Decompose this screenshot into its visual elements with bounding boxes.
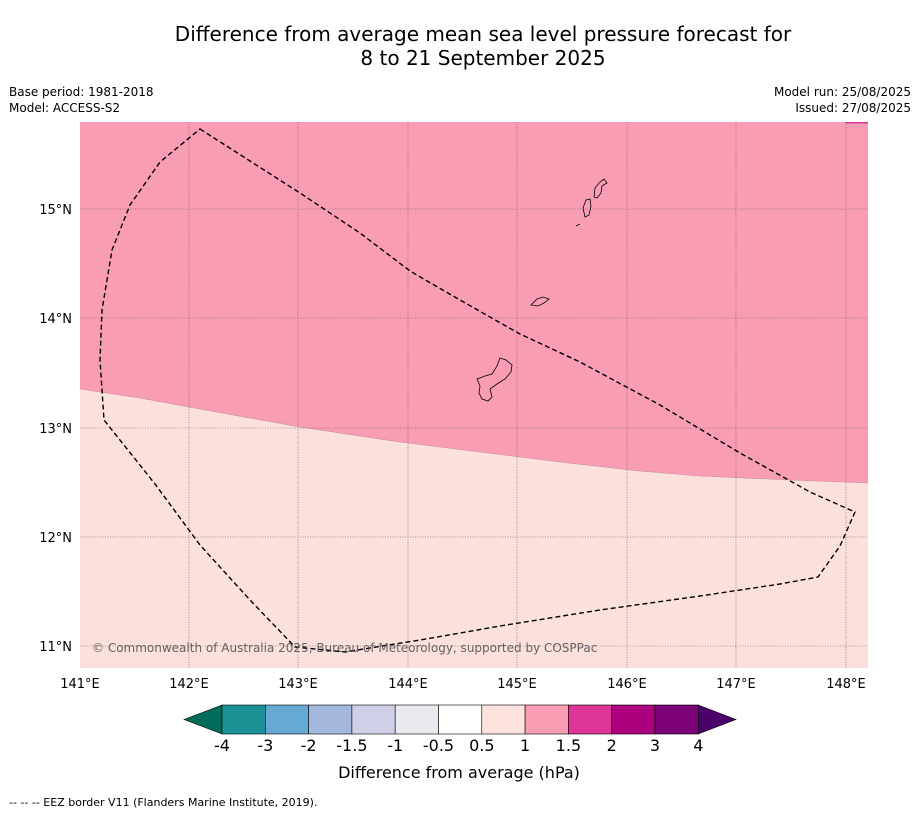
longitude-tick-label: 143°E: [278, 677, 318, 692]
pressure-band-corner: [846, 122, 868, 124]
colorbar-tick-label: -4: [214, 736, 230, 755]
chart-title: Difference from average mean sea level p…: [0, 22, 919, 70]
colorbar-swatch: [524, 704, 569, 735]
colorbar-tick-label: -2: [301, 736, 317, 755]
latitude-tick-labels: 15°N 14°N 13°N 12°N 11°N: [39, 203, 72, 655]
model-name: Model: ACCESS-S2: [9, 101, 121, 115]
island-guam: [476, 357, 513, 402]
title-line-1: Difference from average mean sea level p…: [174, 22, 792, 46]
longitude-tick-label: 144°E: [388, 677, 428, 692]
colorbar-swatch: [394, 704, 439, 735]
longitude-tick-label: 141°E: [60, 677, 100, 692]
longitude-tick-label: 147°E: [716, 677, 756, 692]
copyright-notice: © Commonwealth of Australia 2025, Bureau…: [92, 641, 597, 655]
latitude-tick-label: 14°N: [39, 312, 72, 327]
colorbar-swatch: [351, 704, 396, 735]
meta-right: Model run: 25/08/2025 Issued: 27/08/2025: [774, 84, 911, 116]
longitude-tick-label: 145°E: [497, 677, 537, 692]
title-line-2: 8 to 21 September 2025: [360, 46, 606, 70]
longitude-tick-label: 142°E: [169, 677, 209, 692]
island-rota: [530, 296, 550, 307]
colorbar-tick-label: -0.5: [423, 736, 454, 755]
colorbar-tick-label: 4: [693, 736, 703, 755]
footnote-eez: -- -- -- EEZ border V11 (Flanders Marine…: [9, 796, 318, 809]
contour-line: [80, 388, 868, 484]
latitude-tick-label: 11°N: [39, 640, 72, 655]
longitude-tick-label: 146°E: [607, 677, 647, 692]
colorbar: -4 -3 -2 -1.5 -1 -0.5 0.5 1 1.5 2 3 4: [183, 704, 737, 755]
island-aguijan: [575, 223, 581, 227]
pressure-band-high: [80, 122, 868, 483]
colorbar-extend-low: [183, 704, 223, 735]
colorbar-tick-label: -1: [387, 736, 403, 755]
gridlines: [80, 122, 868, 668]
colorbar-swatch: [481, 704, 526, 735]
map-panel: © Commonwealth of Australia 2025, Bureau…: [80, 122, 868, 668]
colorbar-tick-label: 3: [650, 736, 660, 755]
issued-date: Issued: 27/08/2025: [795, 101, 911, 115]
colorbar-tick-label: 2: [607, 736, 617, 755]
colorbar-swatch: [438, 704, 483, 735]
eez-border: [99, 128, 856, 653]
colorbar-tick-label: 0.5: [469, 736, 494, 755]
colorbar-swatch: [654, 704, 699, 735]
colorbar-tick-label: 1.5: [556, 736, 581, 755]
colorbar-tick-label: -3: [257, 736, 273, 755]
colorbar-swatch: [568, 704, 613, 735]
colorbar-extend-high: [697, 704, 737, 735]
island-tinian: [582, 198, 592, 218]
latitude-tick-label: 13°N: [39, 422, 72, 437]
model-run: Model run: 25/08/2025: [773, 85, 911, 99]
latitude-tick-label: 12°N: [39, 531, 72, 546]
colorbar-tick-label: 1: [520, 736, 530, 755]
colorbar-swatch: [611, 704, 656, 735]
latitude-tick-label: 15°N: [39, 203, 72, 218]
colorbar-tick-label: -1.5: [336, 736, 367, 755]
colorbar-label: Difference from average (hPa): [338, 763, 580, 782]
meta-left: Base period: 1981-2018 Model: ACCESS-S2: [9, 84, 154, 116]
island-saipan: [593, 178, 608, 199]
longitude-tick-labels: 141°E 142°E 143°E 144°E 145°E 146°E 147°E 148°E: [60, 677, 866, 692]
base-period: Base period: 1981-2018: [9, 85, 154, 99]
colorbar-swatch: [221, 704, 266, 735]
colorbar-swatch: [264, 704, 309, 735]
longitude-tick-label: 148°E: [826, 677, 866, 692]
colorbar-swatch: [308, 704, 353, 735]
